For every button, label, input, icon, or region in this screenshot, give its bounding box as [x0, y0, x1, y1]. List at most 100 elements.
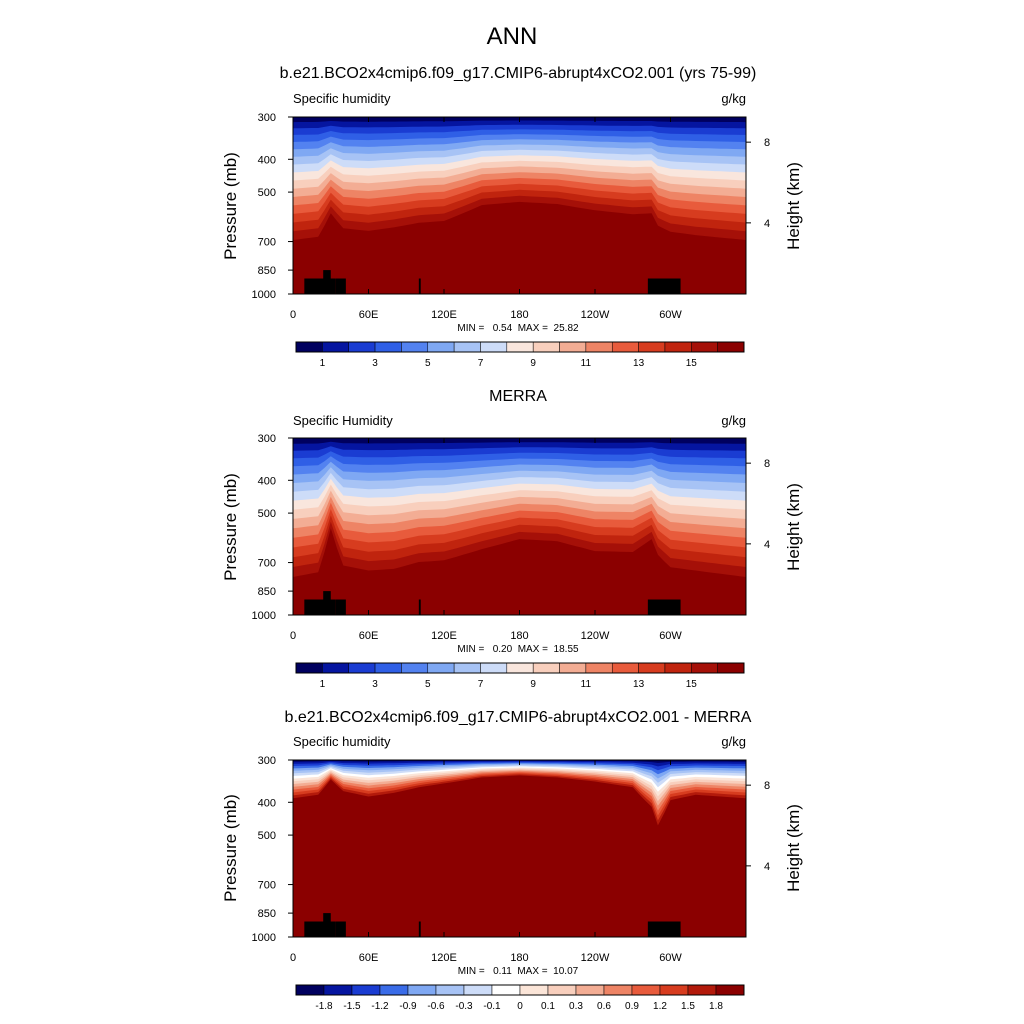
colorbar-swatch: [638, 662, 666, 674]
colorbar-label: 1: [320, 679, 326, 690]
colorbar-label: 1.2: [653, 1001, 667, 1012]
colorbar-label: -0.6: [427, 1001, 445, 1012]
topography-mask: [304, 591, 681, 615]
colorbar-swatch: [435, 984, 465, 996]
colorbar-swatch: [453, 662, 481, 674]
topography-block: [323, 591, 331, 615]
variable-label: Specific humidity: [293, 91, 391, 106]
colorbar-swatch: [506, 341, 534, 353]
colorbar-swatch: [322, 662, 349, 674]
y-axis-label: Pressure (mb): [221, 152, 240, 260]
colorbar-label: 0.9: [625, 1001, 639, 1012]
y-right-tick-label: 8: [764, 458, 770, 470]
colorbar-label: 0.3: [569, 1001, 583, 1012]
colorbar-label: 1.5: [681, 1001, 695, 1012]
colorbar-swatch: [374, 341, 402, 353]
topography-block: [304, 599, 336, 615]
contour-fill: [293, 760, 746, 937]
y-axis-right-label: Height (km): [784, 483, 803, 571]
topography-mask: [304, 913, 681, 937]
colorbar-swatch: [631, 984, 661, 996]
colorbar-swatch: [532, 662, 560, 674]
colorbar-swatch: [295, 662, 323, 674]
main-title: ANN: [487, 23, 538, 50]
colorbar-label: 15: [686, 358, 698, 369]
x-tick-label: 120W: [581, 952, 610, 964]
panel-merra: MERRA Specific Humidity g/kg Pressure (m…: [221, 388, 803, 690]
colorbar-label: 5: [425, 358, 431, 369]
topography-block: [335, 599, 346, 615]
topography-block: [647, 278, 681, 294]
colorbar-label: 3: [372, 358, 378, 369]
colorbar-swatch: [401, 662, 429, 674]
colorbar-frame: [295, 984, 745, 996]
y-tick-label: 700: [258, 237, 276, 249]
colorbar-label: -1.2: [371, 1001, 389, 1012]
colorbar-swatch: [664, 662, 692, 674]
colorbar-frame: [295, 341, 745, 353]
colorbar-swatch: [322, 341, 349, 353]
x-tick-label: 120W: [581, 309, 610, 321]
y-tick-label: 1000: [252, 610, 276, 622]
x-tick-label: 60E: [359, 952, 379, 964]
topography-block: [323, 913, 331, 937]
colorbar-swatch: [379, 984, 409, 996]
x-tick-label: 60E: [359, 309, 379, 321]
colorbar-swatch: [687, 984, 717, 996]
y-tick-label: 500: [258, 830, 276, 842]
colorbar-label: -1.8: [315, 1001, 333, 1012]
colorbar: 1 3 5 7 9 11 13 15: [295, 341, 745, 369]
y-tick-label: 700: [258, 880, 276, 892]
y-right-tick-label: 4: [764, 861, 770, 873]
topography-mask: [304, 270, 681, 294]
y-tick-label: 400: [258, 154, 276, 166]
panel-title: MERRA: [489, 388, 547, 405]
colorbar-swatch: [585, 341, 613, 353]
panel-difference: b.e21.BCO2x4cmip6.f09_g17.CMIP6-abrupt4x…: [221, 709, 803, 1012]
colorbar-label: 15: [686, 679, 698, 690]
topography-block: [647, 599, 681, 615]
y-tick-label: 400: [258, 797, 276, 809]
colorbar-swatch: [559, 662, 587, 674]
colorbar-label: 9: [530, 358, 536, 369]
colorbar-swatch: [427, 662, 455, 674]
topography-block: [418, 278, 421, 294]
colorbar-swatch: [295, 341, 323, 353]
y-tick-label: 400: [258, 475, 276, 487]
colorbar: 1 3 5 7 9 11 13 15: [295, 662, 745, 690]
colorbar-label: 3: [372, 679, 378, 690]
x-tick-label: 0: [290, 309, 296, 321]
contour-fill: [293, 438, 746, 615]
y-axis-label: Pressure (mb): [221, 794, 240, 902]
variable-label: Specific humidity: [293, 734, 391, 749]
y-tick-label: 300: [258, 112, 276, 124]
colorbar-label: 0.1: [541, 1001, 555, 1012]
min-max-label: MIN = 0.20 MAX = 18.55: [457, 644, 579, 655]
y-tick-label: 850: [258, 908, 276, 920]
colorbar-label: 5: [425, 679, 431, 690]
topography-block: [418, 599, 421, 615]
colorbar-frame: [295, 662, 745, 674]
colorbar-label: 11: [581, 358, 592, 369]
colorbar-label: -0.3: [455, 1001, 473, 1012]
colorbar-label: 13: [633, 358, 645, 369]
colorbar-swatch: [374, 662, 402, 674]
topography-block: [335, 278, 346, 294]
colorbar-swatch: [717, 341, 745, 353]
x-tick-label: 60W: [659, 309, 682, 321]
colorbar-label: 7: [478, 358, 484, 369]
colorbar-swatch: [717, 662, 745, 674]
colorbar-swatch: [506, 662, 534, 674]
colorbar-swatch: [659, 984, 689, 996]
colorbar-swatch: [664, 341, 692, 353]
colorbar-swatch: [575, 984, 605, 996]
topography-block: [335, 921, 346, 937]
y-tick-label: 300: [258, 433, 276, 445]
colorbar-swatch: [295, 984, 325, 996]
x-tick-label: 0: [290, 630, 296, 642]
y-axis-right-label: Height (km): [784, 804, 803, 892]
colorbar-swatch: [547, 984, 577, 996]
colorbar-label: 11: [581, 679, 592, 690]
colorbar-swatch: [348, 662, 376, 674]
units-label: g/kg: [721, 734, 746, 749]
